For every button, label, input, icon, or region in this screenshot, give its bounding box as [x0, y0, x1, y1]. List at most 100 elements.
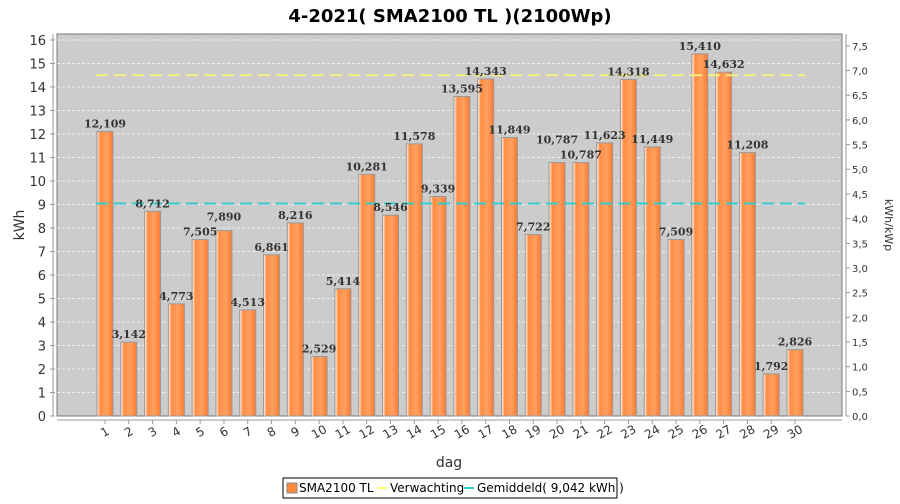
bar	[310, 356, 328, 417]
bar	[191, 239, 209, 417]
bar-value-label: 11,449	[631, 133, 673, 146]
bar	[596, 142, 614, 417]
bar	[524, 234, 542, 417]
x-tick-label: 26	[690, 422, 710, 442]
bar	[477, 78, 495, 417]
legend-item-bar: SMA2100 TL	[299, 481, 374, 495]
bar	[691, 53, 709, 417]
x-tick-label: 28	[737, 422, 757, 442]
y-tick-label: 16	[29, 34, 46, 49]
bar-value-label: 7,505	[183, 226, 217, 239]
y-tick-label: 12	[29, 128, 46, 143]
x-tick-label: 20	[547, 422, 567, 442]
x-tick-label: 27	[714, 422, 734, 442]
x-tick-label: 8	[265, 424, 279, 440]
x-tick-label: 13	[380, 422, 400, 442]
bar	[334, 288, 352, 417]
x-axis-label: dag	[436, 455, 462, 471]
x-tick-label: 4	[170, 424, 184, 440]
bar-value-label: 3,142	[112, 328, 146, 341]
bar	[619, 79, 637, 417]
x-tick-label: 17	[476, 422, 496, 442]
bar	[358, 173, 376, 417]
y-right-tick-label: 3,5	[852, 239, 868, 250]
x-tick-label: 11	[333, 422, 353, 442]
y-right-tick-label: 4,5	[852, 190, 868, 201]
bar	[263, 254, 281, 417]
x-tick-label: 25	[666, 422, 686, 442]
bar-value-label: 11,208	[726, 139, 768, 152]
y-tick-label: 1	[38, 387, 46, 402]
x-tick-label: 21	[571, 422, 591, 442]
x-tick-label: 19	[523, 422, 543, 442]
y-axis-right-label: kWh/kWp	[882, 199, 895, 251]
legend: SMA2100 TL Verwachting Gemiddeld( 9,042 …	[282, 477, 624, 499]
x-tick-label: 24	[642, 422, 662, 442]
bar-value-label: 2,826	[778, 336, 813, 349]
x-tick-label: 7	[241, 424, 255, 440]
y-right-tick-label: 5,0	[852, 165, 868, 176]
bar	[429, 196, 447, 417]
bar-value-label: 11,623	[584, 129, 626, 142]
bar	[239, 309, 257, 417]
bar-value-label: 8,712	[135, 197, 169, 210]
y-right-tick-label: 6,5	[852, 91, 868, 102]
bar	[786, 349, 804, 417]
x-tick-label: 16	[452, 422, 472, 442]
y-right-tick-label: 0,5	[852, 387, 868, 398]
bar	[762, 373, 780, 417]
x-tick-label: 22	[595, 422, 615, 442]
legend-item-expectation: Verwachting	[390, 481, 464, 495]
y-right-tick-label: 7,0	[852, 67, 868, 78]
y-axis-label: kWh	[12, 210, 28, 241]
y-right-tick-label: 7,5	[852, 42, 868, 53]
plot-area	[56, 33, 843, 417]
bar-value-label: 9,339	[421, 183, 455, 196]
bar	[405, 143, 423, 417]
chart-title: 4-2021( SMA2100 TL )(2100Wp)	[288, 6, 611, 27]
y-right-tick-label: 6,0	[852, 116, 868, 127]
x-tick-label: 5	[193, 424, 207, 440]
bar	[715, 71, 733, 417]
y-right-tick-label: 1,5	[852, 338, 868, 349]
legend-item-average: Gemiddeld( 9,042 kWh )	[477, 481, 624, 495]
x-tick-label: 10	[309, 422, 329, 442]
bar-value-label: 5,414	[326, 275, 361, 288]
bar-value-label: 2,529	[302, 343, 336, 356]
x-tick-label: 9	[289, 424, 303, 440]
y-tick-label: 3	[38, 340, 46, 355]
bar	[453, 96, 471, 417]
y-right-tick-label: 2,5	[852, 289, 868, 300]
bar	[643, 146, 661, 417]
x-tick-label: 18	[499, 422, 519, 442]
y-tick-label: 2	[38, 363, 46, 378]
bar	[667, 239, 685, 417]
y-right-tick-label: 5,5	[852, 141, 868, 152]
bar-value-label: 15,410	[679, 40, 721, 53]
bar-value-label: 4,513	[231, 296, 265, 309]
bar	[382, 214, 400, 417]
x-tick-label: 14	[404, 422, 424, 442]
y-tick-label: 9	[38, 199, 46, 214]
y-tick-label: 15	[29, 58, 46, 73]
x-tick-label: 1	[98, 424, 112, 440]
bar	[144, 210, 162, 417]
bar-value-label: 14,318	[607, 66, 649, 79]
y-tick-label: 14	[29, 81, 46, 96]
y-tick-label: 11	[29, 152, 46, 167]
bar	[120, 341, 138, 417]
bar	[572, 162, 590, 417]
y-tick-label: 13	[29, 105, 46, 120]
bar-value-label: 11,849	[488, 124, 530, 137]
y-tick-label: 4	[38, 316, 46, 331]
y-tick-label: 8	[38, 222, 46, 237]
bar	[500, 137, 518, 417]
y-tick-label: 0	[38, 410, 46, 425]
x-tick-label: 12	[357, 422, 377, 442]
bar-value-label: 10,281	[346, 160, 388, 173]
x-tick-label: 15	[428, 422, 448, 442]
bar-value-label: 13,595	[441, 83, 483, 96]
bar-value-label: 1,792	[754, 360, 788, 373]
y-tick-label: 10	[29, 175, 46, 190]
